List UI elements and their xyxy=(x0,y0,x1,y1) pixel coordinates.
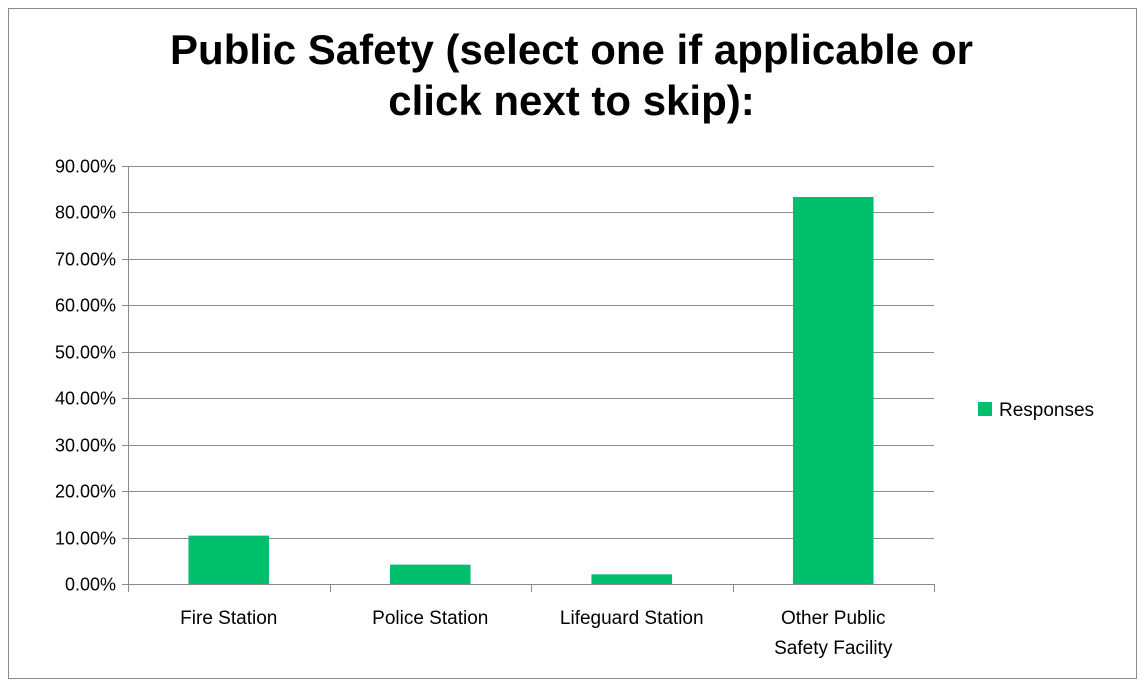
x-tick-label: Lifeguard Station xyxy=(560,608,704,629)
y-tick-label: 20.00% xyxy=(55,482,116,502)
bars xyxy=(188,196,874,584)
chart-title-line-1: Public Safety (select one if applicable … xyxy=(170,26,973,73)
y-tick-label: 30.00% xyxy=(55,436,116,456)
y-tick-label: 50.00% xyxy=(55,343,116,363)
x-axis: Fire Station Police Station Lifeguard Stat… xyxy=(128,584,935,659)
y-tick-label: 0.00% xyxy=(65,575,116,595)
bar xyxy=(389,564,471,584)
y-tick-label: 90.00% xyxy=(55,157,116,177)
y-tick-label: 40.00% xyxy=(55,389,116,409)
bar xyxy=(188,535,270,584)
y-tick-label: 60.00% xyxy=(55,296,116,316)
chart-title: Public Safety (select one if applicable … xyxy=(0,24,1143,126)
y-tick-label: 10.00% xyxy=(55,529,116,549)
y-tick-label: 80.00% xyxy=(55,203,116,223)
y-axis: 0.00% 10.00% 20.00% 30.00% 40.00% 50.00% 60.00… xyxy=(55,157,129,595)
x-tick-label: Police Station xyxy=(372,608,488,629)
x-tick-label: Other Public Safety Facility xyxy=(774,608,893,659)
x-tick-label: Fire Station xyxy=(180,608,277,629)
legend-label: Responses xyxy=(999,400,1094,421)
legend: Responses xyxy=(978,400,1094,421)
y-tick-label: 70.00% xyxy=(55,250,116,270)
chart-title-line-2: click next to skip): xyxy=(388,77,755,124)
bar xyxy=(591,574,673,584)
legend-swatch xyxy=(978,402,992,416)
bar xyxy=(792,196,874,584)
